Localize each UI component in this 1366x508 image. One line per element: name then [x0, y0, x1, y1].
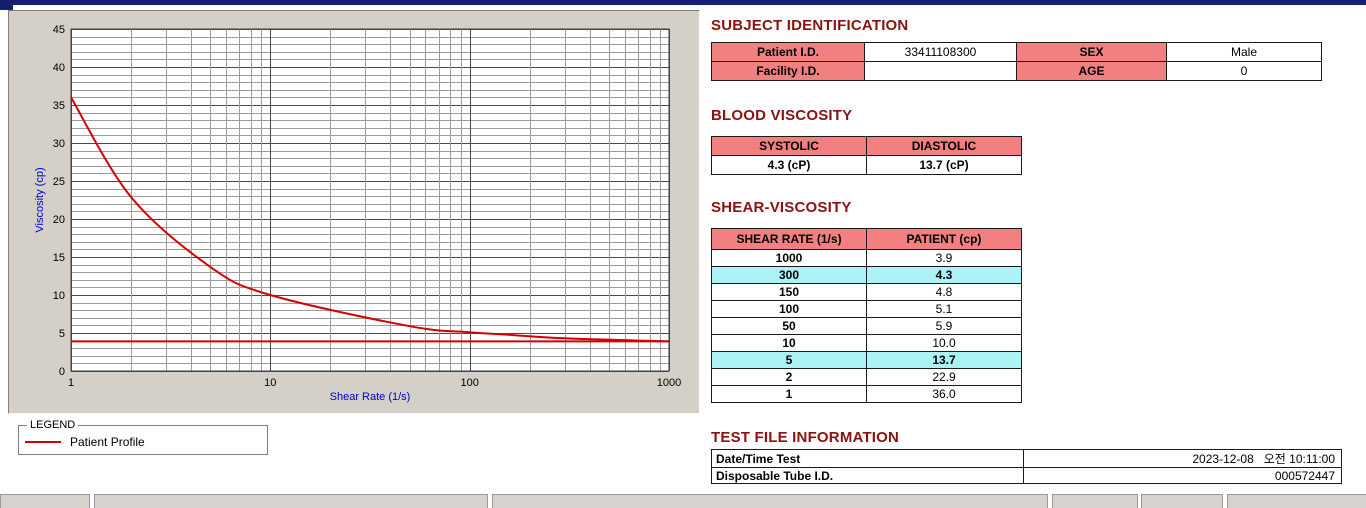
systolic-header: SYSTOLIC [711, 136, 867, 156]
patient-cp-header: PATIENT (cp) [866, 228, 1022, 250]
diastolic-header: DIASTOLIC [866, 136, 1022, 156]
y-tick-label: 35 [53, 100, 65, 112]
test-file-information-title: TEST FILE INFORMATION [711, 429, 900, 446]
shear-viscosity-row: 10 10.0 [711, 334, 1022, 352]
shear-rate-cell: 1000 [711, 249, 867, 267]
shear-viscosity-table: SHEAR RATE (1/s) PATIENT (cp) 1000 3.9 300… [711, 228, 1022, 403]
bottom-panel-fragment [1227, 494, 1366, 508]
patient-viscosity-cell: 4.3 [866, 266, 1022, 284]
window-corner-block [0, 0, 13, 10]
plot-area [71, 29, 669, 371]
bottom-panel-fragment [0, 494, 90, 508]
patient-viscosity-cell: 13.7 [866, 351, 1022, 369]
y-tick-label: 25 [53, 176, 65, 188]
shear-viscosity-title: SHEAR-VISCOSITY [711, 199, 852, 216]
viscosity-chart: 0 5 10 15 20 25 30 35 40 45 1 10 100 1000 Shear Rate (… [34, 24, 681, 403]
patient-viscosity-cell: 4.8 [866, 283, 1022, 301]
window-title-bar-strip [0, 0, 1366, 5]
patient-viscosity-cell: 3.9 [866, 249, 1022, 267]
shear-viscosity-row: 1000 3.9 [711, 249, 1022, 267]
plot-border [70, 28, 670, 372]
diastolic-value: 13.7 (cP) [866, 155, 1022, 175]
bottom-panel-fragment [1052, 494, 1138, 508]
blood-viscosity-title: BLOOD VISCOSITY [711, 107, 853, 124]
y-tick-label: 40 [53, 62, 65, 74]
legend-label: Patient Profile [70, 434, 145, 449]
shear-viscosity-row: 50 5.9 [711, 317, 1022, 335]
viscosity-chart-panel: 0 5 10 15 20 25 30 35 40 45 1 10 100 1000 Shear Rate (… [8, 10, 700, 414]
shear-viscosity-row: 2 22.9 [711, 368, 1022, 386]
patient-viscosity-cell: 5.1 [866, 300, 1022, 318]
patient-profile-curve [70, 96, 670, 343]
subject-identification-title: SUBJECT IDENTIFICATION [711, 17, 909, 34]
table-header-row: SHEAR RATE (1/s) PATIENT (cp) [711, 228, 1022, 250]
x-axis-label: Shear Rate (1/s) [330, 391, 411, 403]
table-row: Facility I.D. AGE 0 [711, 61, 1322, 81]
y-axis-label: Viscosity (cp) [34, 167, 46, 232]
y-tick-label: 0 [59, 366, 65, 378]
shear-viscosity-row: 100 5.1 [711, 300, 1022, 318]
subject-identification-table: Patient I.D. 33411108300 SEX Male Facili… [711, 42, 1322, 81]
x-tick-label: 1000 [657, 377, 681, 389]
shear-viscosity-row: 150 4.8 [711, 283, 1022, 301]
table-row: Patient I.D. 33411108300 SEX Male [711, 42, 1322, 62]
test-file-information-table: Date/Time Test 2023-12-08 오전 10:11:00 Di… [711, 449, 1342, 484]
table-row: SYSTOLIC DIASTOLIC [711, 136, 1022, 156]
sex-value: Male [1166, 42, 1322, 62]
sex-label: SEX [1016, 42, 1167, 62]
age-value: 0 [1166, 61, 1322, 81]
shear-viscosity-row: 300 4.3 [711, 266, 1022, 284]
shear-rate-header: SHEAR RATE (1/s) [711, 228, 867, 250]
disposable-tube-id-value: 000572447 [1023, 467, 1342, 484]
bottom-panel-fragment [94, 494, 488, 508]
shear-rate-cell: 300 [711, 266, 867, 284]
patient-viscosity-cell: 5.9 [866, 317, 1022, 335]
y-tick-label: 5 [59, 328, 65, 340]
legend-title: LEGEND [30, 419, 76, 431]
blood-viscosity-table: SYSTOLIC DIASTOLIC 4.3 (cP) 13.7 (cP) [711, 136, 1022, 175]
x-tick-label: 1 [68, 377, 74, 389]
facility-id-label: Facility I.D. [711, 61, 865, 81]
patient-viscosity-cell: 36.0 [866, 385, 1022, 403]
y-tick-label: 15 [53, 252, 65, 264]
y-tick-label: 10 [53, 290, 65, 302]
legend-entry: Patient Profile [25, 432, 261, 451]
patient-profile-line-swatch [25, 440, 61, 443]
y-tick-label: 45 [53, 24, 65, 36]
x-tick-label: 10 [264, 377, 276, 389]
shear-rate-cell: 5 [711, 351, 867, 369]
bottom-panel-fragment [1141, 494, 1223, 508]
bottom-panel-fragment [492, 494, 1048, 508]
table-row: 4.3 (cP) 13.7 (cP) [711, 155, 1022, 175]
disposable-tube-id-label: Disposable Tube I.D. [711, 467, 1024, 484]
shear-viscosity-row: 5 13.7 [711, 351, 1022, 369]
facility-id-value [864, 61, 1017, 81]
shear-rate-cell: 100 [711, 300, 867, 318]
y-tick-label: 20 [53, 214, 65, 226]
shear-rate-cell: 2 [711, 368, 867, 386]
patient-viscosity-cell: 22.9 [866, 368, 1022, 386]
shear-rate-cell: 50 [711, 317, 867, 335]
y-tick-label: 30 [53, 138, 65, 150]
shear-rate-cell: 10 [711, 334, 867, 352]
patient-id-label: Patient I.D. [711, 42, 865, 62]
systolic-value: 4.3 (cP) [711, 155, 867, 175]
table-row: Disposable Tube I.D. 000572447 [711, 467, 1342, 484]
shear-viscosity-row: 1 36.0 [711, 385, 1022, 403]
date-time-test-value: 2023-12-08 오전 10:11:00 [1023, 449, 1342, 468]
age-label: AGE [1016, 61, 1167, 81]
patient-id-value: 33411108300 [864, 42, 1017, 62]
patient-viscosity-cell: 10.0 [866, 334, 1022, 352]
date-time-test-label: Date/Time Test [711, 449, 1024, 468]
shear-rate-cell: 1 [711, 385, 867, 403]
x-tick-label: 100 [461, 377, 479, 389]
chart-legend-groupbox: LEGEND Patient Profile [18, 419, 268, 455]
shear-rate-cell: 150 [711, 283, 867, 301]
table-row: Date/Time Test 2023-12-08 오전 10:11:00 [711, 449, 1342, 468]
